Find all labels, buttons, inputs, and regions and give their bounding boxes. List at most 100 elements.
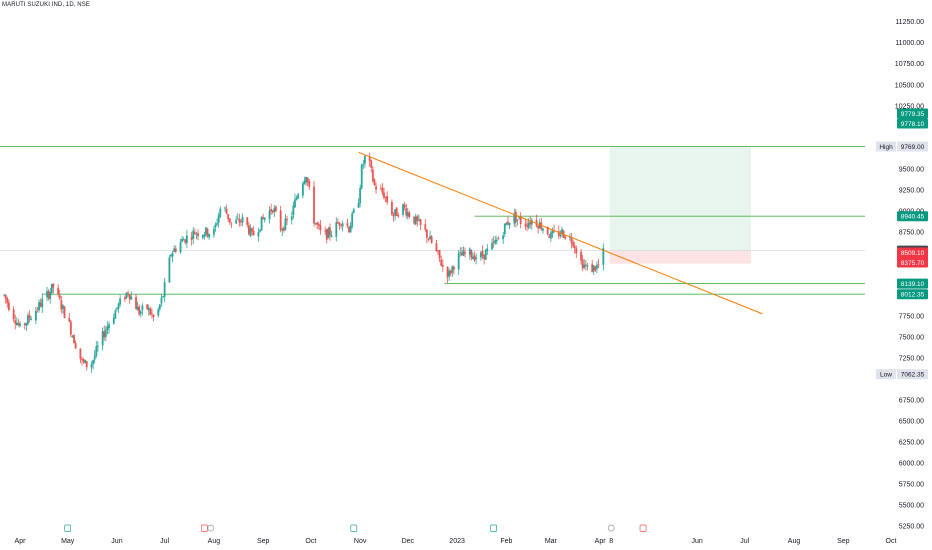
candle-body[interactable] [130,296,133,300]
candle-body[interactable] [597,264,600,266]
candle-body[interactable] [373,179,376,186]
candle-body[interactable] [546,226,549,235]
loss-zone[interactable] [609,250,752,264]
candle-body[interactable] [480,252,482,258]
candle-body[interactable] [208,234,211,238]
candle-body[interactable] [273,208,276,213]
candle-body[interactable] [561,229,563,235]
candle-body[interactable] [96,345,99,347]
candle-body[interactable] [430,236,433,243]
candle-body[interactable] [592,265,595,272]
candle-body[interactable] [82,359,85,362]
candle-body[interactable] [119,298,122,305]
candle-body[interactable] [483,254,486,259]
candle-body[interactable] [190,236,193,240]
candle-body[interactable] [112,317,115,324]
candle-body[interactable] [383,192,385,198]
candle-body[interactable] [602,247,605,265]
candle-body[interactable] [519,217,522,224]
candle-body[interactable] [17,323,20,325]
candle-body[interactable] [235,220,238,224]
candle-body[interactable] [371,169,374,181]
candle-body[interactable] [147,307,150,311]
candle-body[interactable] [370,160,373,168]
candle-body[interactable] [68,317,71,322]
candle-body[interactable] [472,256,474,260]
candle-body[interactable] [262,217,265,219]
candle-body[interactable] [247,225,250,235]
candle-body[interactable] [502,235,505,240]
candle-body[interactable] [494,240,497,244]
candle-body[interactable] [185,235,188,244]
candle-body[interactable] [492,241,495,243]
candle-body[interactable] [327,228,330,239]
candle-body[interactable] [36,309,39,311]
candle-body[interactable] [348,226,350,233]
candle-body[interactable] [351,213,354,227]
candle-body[interactable] [391,202,393,215]
trendline[interactable] [358,151,763,315]
candle-body[interactable] [448,270,451,277]
candle-body[interactable] [146,304,149,309]
candle-body[interactable] [297,194,300,199]
candle-body[interactable] [518,217,520,219]
candle-body[interactable] [168,257,171,283]
candle-body[interactable] [114,310,117,319]
candle-body[interactable] [23,323,26,326]
candle-body[interactable] [249,227,252,236]
candle-body[interactable] [308,181,311,187]
candle-body[interactable] [81,358,83,360]
candle-body[interactable] [453,266,455,270]
candle-body[interactable] [39,302,42,307]
candle-body[interactable] [252,231,255,236]
candle-body[interactable] [151,313,153,315]
candle-body[interactable] [392,214,395,217]
candle-body[interactable] [173,248,176,252]
candle-body[interactable] [335,222,338,237]
candle-body[interactable] [314,223,317,225]
candle-body[interactable] [158,304,161,310]
candle-body[interactable] [195,233,198,235]
candle-body[interactable] [460,252,463,256]
candle-body[interactable] [241,216,244,223]
candle-body[interactable] [542,228,544,231]
candle-body[interactable] [594,266,597,271]
candle-body[interactable] [160,297,163,304]
candle-body[interactable] [386,196,389,203]
candle-body[interactable] [419,219,422,225]
candle-body[interactable] [106,326,109,331]
candle-body[interactable] [290,216,293,220]
candle-body[interactable] [225,209,228,214]
candle-body[interactable] [117,303,120,309]
candle-body[interactable] [34,310,37,321]
candle-body[interactable] [197,233,199,237]
candle-body[interactable] [459,251,462,253]
candle-body[interactable] [214,224,217,228]
candle-body[interactable] [95,346,98,356]
candle-body[interactable] [46,291,48,298]
candle-body[interactable] [93,355,96,360]
candle-body[interactable] [201,234,204,238]
candle-body[interactable] [305,177,307,183]
candle-body[interactable] [414,216,417,225]
candle-body[interactable] [28,315,31,319]
candle-body[interactable] [284,218,287,230]
candle-body[interactable] [425,229,428,239]
candle-body[interactable] [52,283,55,288]
candle-body[interactable] [138,306,141,315]
candle-body[interactable] [286,219,288,221]
candle-body[interactable] [216,223,218,225]
candle-body[interactable] [497,238,500,240]
candle-body[interactable] [352,209,355,213]
candle-body[interactable] [397,215,400,217]
candle-body[interactable] [481,250,484,256]
candle-body[interactable] [157,309,160,316]
candle-body[interactable] [224,207,226,209]
candle-body[interactable] [27,315,29,324]
candle-body[interactable] [170,254,172,257]
candle-body[interactable] [418,219,420,221]
candle-body[interactable] [583,264,586,268]
candle-body[interactable] [540,222,543,230]
event-marker-split[interactable] [207,524,215,532]
candle-body[interactable] [50,283,53,294]
